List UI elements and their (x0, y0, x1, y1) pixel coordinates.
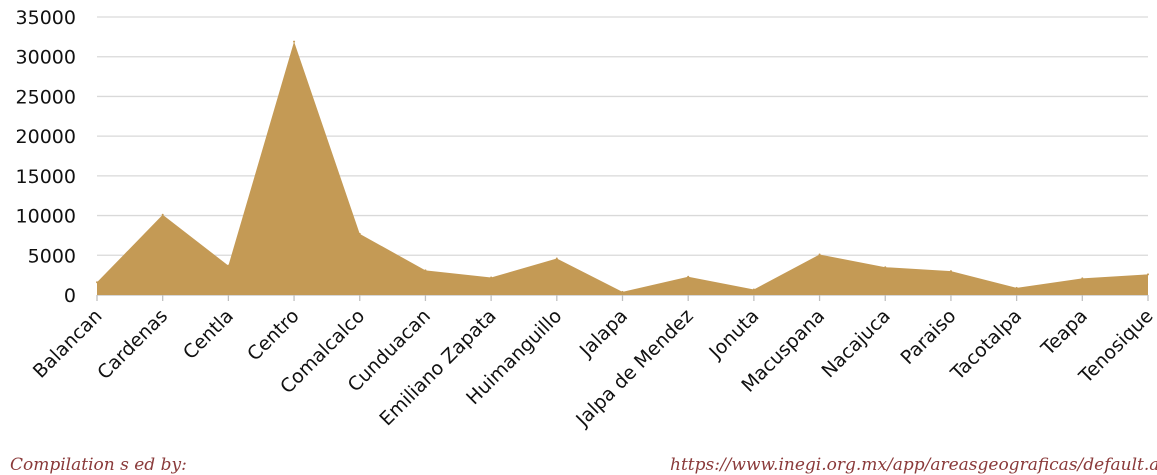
x-tick-label: Jalpa de Mendez (571, 305, 698, 432)
data-point-jonuta (752, 288, 755, 291)
data-point-centro (293, 40, 296, 43)
data-point-tacotalpa (1015, 286, 1018, 289)
data-point-jalapa (621, 290, 624, 293)
y-tick-label: 5000 (28, 245, 76, 267)
y-tick-label: 10000 (16, 206, 76, 228)
footer: Compilation s ed by: https://www.inegi.o… (10, 455, 1157, 475)
data-point-teapa (1081, 277, 1084, 280)
data-point-macuspana (818, 253, 821, 256)
x-tick-label: Centro (243, 305, 303, 365)
y-tick-label: 20000 (16, 126, 76, 148)
x-tick-label: Tacotalpa (946, 305, 1026, 385)
x-tick-label: Emiliano Zapata (375, 305, 500, 430)
y-tick-label: 30000 (16, 47, 76, 69)
data-point-nacajuca (884, 266, 887, 269)
area-fill (97, 41, 1148, 295)
data-point-comalcalco (358, 232, 361, 235)
data-point-huimanguillo (555, 257, 558, 260)
data-point-cunduacan (424, 269, 427, 272)
x-tick-label: Teapa (1036, 305, 1091, 360)
x-tick-label: Nacajuca (817, 305, 894, 382)
footer-source-left: Compilation s ed by: (10, 455, 187, 475)
area-series (96, 40, 1149, 295)
y-tick-label: 15000 (16, 166, 76, 188)
x-tick-label: Jonuta (704, 305, 763, 364)
x-tick-label: Cardenas (93, 305, 172, 384)
x-tick-label: Paraiso (896, 305, 960, 369)
footer-source-url: https://www.inegi.org.mx/app/areasgeogra… (670, 455, 1157, 475)
y-tick-label: 35000 (16, 7, 76, 29)
data-point-tenosique (1147, 273, 1149, 276)
data-point-cardenas (161, 213, 164, 216)
data-point-emiliano-zapata (490, 276, 493, 279)
data-point-paraiso (949, 270, 952, 273)
data-point-jalpa-de-mendez (687, 275, 690, 278)
data-point-balancan (96, 281, 98, 284)
y-axis-ticks: 0 5000 10000 15000 20000 25000 30000 35000 (16, 7, 76, 307)
y-tick-label: 25000 (16, 86, 76, 108)
x-tick-label: Centla (179, 305, 238, 364)
x-tick-label: Jalapa (575, 305, 632, 362)
data-point-centla (227, 264, 230, 267)
y-tick-label: 0 (64, 285, 76, 307)
